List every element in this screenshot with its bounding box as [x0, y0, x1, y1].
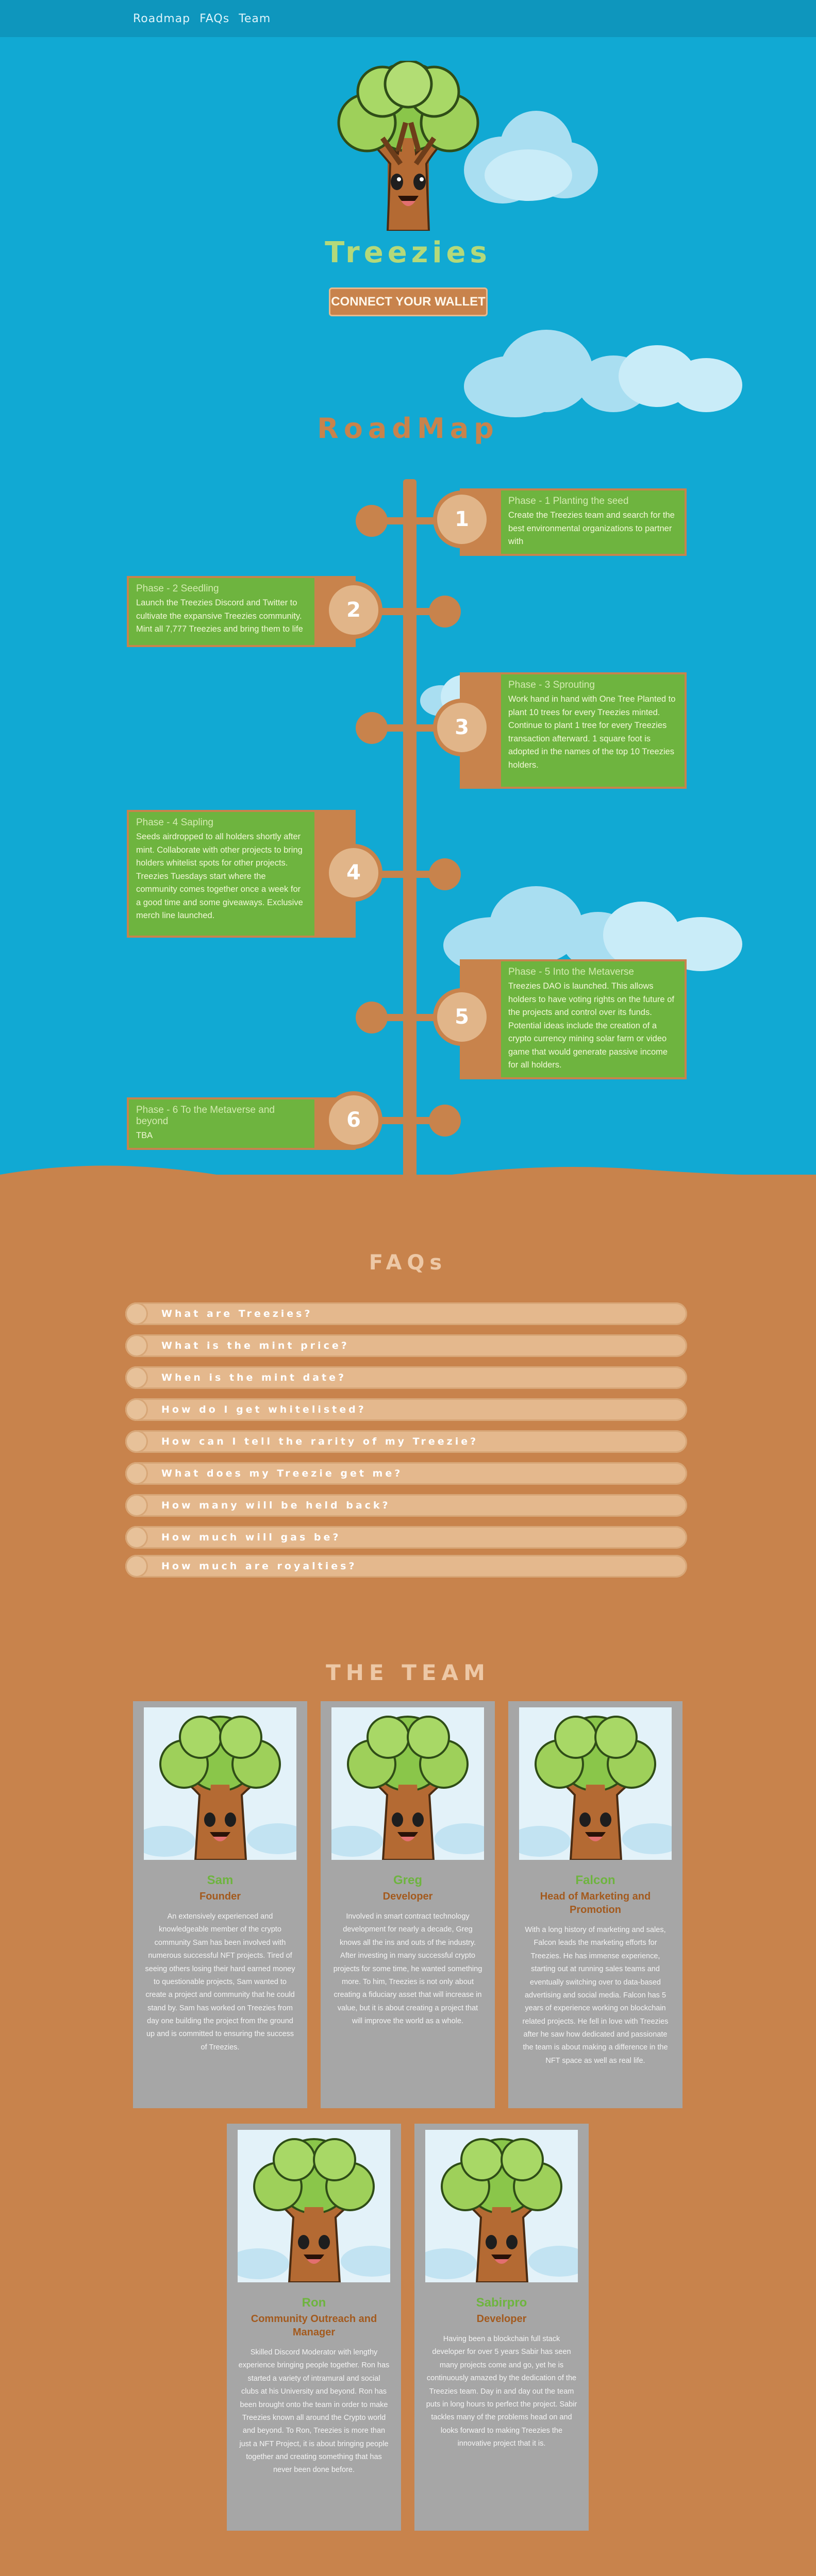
faq-item[interactable]: How much will gas be?	[125, 1526, 687, 1549]
faq-item[interactable]: How do I get whitelisted?	[125, 1398, 687, 1421]
phase-text: TBA	[136, 1131, 153, 1140]
faq-question: How much are royalties?	[161, 1561, 357, 1572]
faq-item[interactable]: What is the mint price?	[125, 1334, 687, 1357]
roadmap-trunk	[403, 479, 417, 1200]
roadmap-phase-card: Phase - 6 To the Metaverse and beyond TB…	[127, 1097, 356, 1150]
faq-item[interactable]: How much are royalties?	[125, 1555, 687, 1578]
faq-item[interactable]: How many will be held back?	[125, 1494, 687, 1517]
roadmap-knot	[356, 505, 388, 537]
phase-title: Phase - 6 To the Metaverse and beyond	[136, 1105, 275, 1127]
faq-question: How can I tell the rarity of my Treezie?	[161, 1436, 479, 1447]
roadmap-title: RoadMap	[317, 412, 499, 445]
phase-number-badge: 5	[433, 988, 491, 1046]
roadmap-knot	[429, 596, 461, 628]
team-member-bio: Skilled Discord Moderator with lengthy e…	[238, 2348, 390, 2475]
roadmap-knot	[429, 858, 461, 890]
faq-bullet-icon	[125, 1526, 148, 1549]
phase-text: Seeds airdropped to all holders shortly …	[136, 832, 303, 921]
ground-wave-divider	[0, 1165, 816, 1216]
team-member-role: Founder	[199, 1891, 241, 1902]
team-member-name: Ron	[302, 2296, 326, 2310]
roadmap-phase-card: Phase - 1 Planting the seed Create the T…	[460, 488, 687, 556]
tree-mascot-icon	[425, 2130, 578, 2282]
faq-bullet-icon	[125, 1366, 148, 1389]
nav-link-team[interactable]: Team	[239, 12, 271, 25]
faq-question: What is the mint price?	[161, 1340, 349, 1351]
cloud-decoration	[443, 106, 598, 214]
team-member-card: Falcon Head of Marketing and Promotion W…	[508, 1701, 682, 2108]
faq-bullet-icon	[125, 1334, 148, 1357]
phase-title: Phase - 5 Into the Metaverse	[508, 967, 634, 977]
phase-text: Treezies DAO is launched. This allows ho…	[508, 981, 674, 1070]
team-member-name: Greg	[393, 1873, 422, 1887]
team-member-name: Sabirpro	[476, 2296, 527, 2310]
phase-title: Phase - 4 Sapling	[136, 817, 213, 828]
tree-mascot-icon	[519, 1707, 672, 1860]
roadmap-knot	[429, 1105, 461, 1137]
brand-title: Treezies	[325, 236, 491, 269]
faq-question: What are Treezies?	[161, 1308, 313, 1319]
team-member-card: Sam Founder An extensively experienced a…	[133, 1701, 307, 2108]
faq-item[interactable]: What are Treezies?	[125, 1302, 687, 1325]
cloud-decoration	[464, 330, 742, 417]
faq-item[interactable]: When is the mint date?	[125, 1366, 687, 1389]
faq-bullet-icon	[125, 1302, 148, 1325]
faq-question: How much will gas be?	[161, 1532, 341, 1543]
team-member-name: Falcon	[575, 1873, 615, 1887]
faq-bullet-icon	[125, 1462, 148, 1485]
team-member-bio: Involved in smart contract technology de…	[333, 1912, 482, 2025]
team-member-role: Developer	[382, 1891, 433, 1902]
phase-text: Work hand in hand with One Tree Planted …	[508, 694, 676, 770]
team-member-card: Ron Community Outreach and Manager Skill…	[227, 2124, 401, 2531]
phase-number-badge: 4	[325, 844, 382, 902]
team-member-card: Greg Developer Involved in smart contrac…	[321, 1701, 495, 2108]
faq-bullet-icon	[125, 1555, 148, 1578]
phase-title: Phase - 2 Seedling	[136, 583, 219, 594]
faq-question: How many will be held back?	[161, 1500, 391, 1511]
tree-mascot-icon	[144, 1707, 296, 1860]
nav-link-roadmap[interactable]: Roadmap	[133, 12, 191, 25]
faq-question: What does my Treezie get me?	[161, 1468, 403, 1479]
team-member-bio: An extensively experienced and knowledge…	[145, 1912, 295, 2052]
tree-mascot-icon	[238, 2130, 390, 2282]
top-navbar: Roadmap FAQs Team	[0, 0, 816, 37]
faq-bullet-icon	[125, 1430, 148, 1453]
phase-number-badge: 1	[433, 490, 491, 548]
phase-text: Launch the Treezies Discord and Twitter …	[136, 598, 303, 634]
tree-mascot-icon	[337, 61, 479, 231]
roadmap-phase-card: Phase - 4 Sapling Seeds airdropped to al…	[127, 810, 356, 938]
faq-item[interactable]: What does my Treezie get me?	[125, 1462, 687, 1485]
tree-mascot-icon	[331, 1707, 484, 1860]
nav-link-faqs[interactable]: FAQs	[199, 12, 230, 25]
faq-question: When is the mint date?	[161, 1372, 347, 1383]
phase-number-badge: 2	[325, 581, 382, 639]
faq-item[interactable]: How can I tell the rarity of my Treezie?	[125, 1430, 687, 1453]
team-member-card: Sabirpro Developer Having been a blockch…	[414, 2124, 589, 2531]
roadmap-knot	[356, 712, 388, 744]
phase-number-badge: 6	[325, 1091, 382, 1149]
faq-title: FAQs	[369, 1251, 447, 1275]
team-member-name: Sam	[207, 1873, 234, 1887]
roadmap-phase-card: Phase - 3 Sprouting Work hand in hand wi…	[460, 672, 687, 789]
roadmap-phase-card: Phase - 5 Into the Metaverse Treezies DA…	[460, 959, 687, 1079]
roadmap-knot	[356, 1002, 388, 1033]
phase-title: Phase - 1 Planting the seed	[508, 496, 629, 506]
phase-title: Phase - 3 Sprouting	[508, 680, 595, 690]
phase-text: Create the Treezies team and search for …	[508, 511, 675, 547]
team-member-bio: Having been a blockchain full stack deve…	[426, 2335, 577, 2448]
roadmap-phase-card: Phase - 2 Seedling Launch the Treezies D…	[127, 576, 356, 647]
team-member-role: Head of Marketing and Promotion	[540, 1891, 651, 1916]
phase-number-badge: 3	[433, 699, 491, 756]
team-member-bio: With a long history of marketing and sal…	[522, 1926, 669, 2065]
team-title: THE TEAM	[326, 1660, 490, 1685]
faq-question: How do I get whitelisted?	[161, 1404, 367, 1415]
faq-bullet-icon	[125, 1398, 148, 1421]
team-member-role: Developer	[476, 2313, 527, 2325]
faq-bullet-icon	[125, 1494, 148, 1517]
connect-wallet-button[interactable]: CONNECT YOUR WALLET	[329, 287, 488, 316]
team-member-role: Community Outreach and Manager	[251, 2313, 377, 2338]
